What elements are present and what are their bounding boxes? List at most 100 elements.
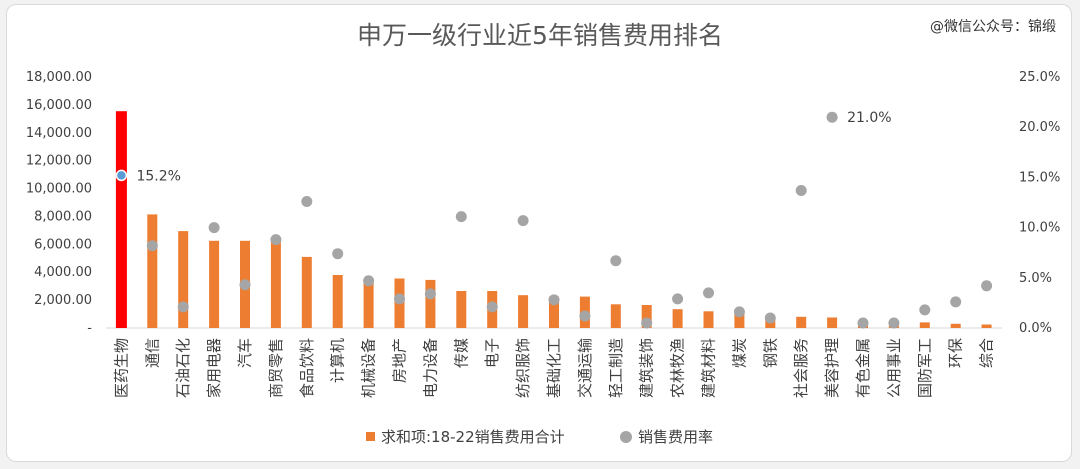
x-tick-label: 钢铁 [761,338,779,368]
y-left-tick-label: 18,000.00 [26,70,92,85]
point [486,301,498,313]
chart-title: 申万一级行业近5年销售费用排名 [357,21,723,50]
bar [919,322,930,328]
point [733,306,745,318]
point [270,234,282,246]
point [888,317,900,329]
bar [641,305,652,328]
bar [425,279,436,328]
point [177,301,189,313]
x-tick-label: 公用事业 [885,338,903,398]
y-right-tick-label: 25.0% [1019,70,1060,85]
x-tick-label: 传媒 [452,338,470,368]
y-right-tick-label: 20.0% [1019,120,1060,135]
x-tick-label: 医药生物 [112,338,130,398]
point [394,293,405,305]
x-tick-label: 房地产 [391,338,409,383]
y-left-tick-label: 6,000.00 [34,237,92,252]
y-axis-right: 0.0% 5.0% 10.0% 15.0% 20.0% 25.0% [1019,70,1060,336]
point [146,240,158,252]
bar [301,256,312,328]
x-tick-label: 基础化工 [545,338,563,398]
point [332,248,344,260]
bar [796,316,807,328]
point [764,312,776,324]
x-tick-label: 计算机 [329,338,347,383]
point [826,111,838,123]
x-tick-label: 电子 [483,338,501,368]
x-tick-label: 电力设备 [421,338,439,398]
x-tick-label: 汽车 [236,338,254,368]
point [517,215,529,227]
watermark: @微信公众号：锦缎 [930,18,1056,35]
point [672,293,684,305]
x-tick-label: 美容护理 [823,338,841,398]
bar [147,214,158,328]
y-left-tick-label: 16,000.00 [26,98,92,113]
point [115,169,128,182]
bar [827,317,838,328]
bar [518,295,529,328]
data-label: 15.2% [136,168,180,184]
point [919,304,931,316]
y-left-tick-label: 8,000.00 [34,209,92,224]
bar [672,309,683,328]
bar [209,240,220,328]
point-series [115,111,993,329]
point [950,296,962,308]
y-left-tick-label: 10,000.00 [26,182,92,197]
x-tick-label: 纺织服饰 [514,338,532,398]
legend-label-bar: 求和项:18-22销售费用合计 [381,428,565,446]
bar [734,313,745,328]
y-left-tick-label: - [87,321,92,336]
point [641,317,653,329]
y-axis-left: - 2,000.00 4,000.00 6,000.00 8,000.00 10,000.… [26,70,92,336]
bar [610,304,621,328]
y-left-tick-label: 2,000.00 [34,293,92,308]
bar [950,323,961,328]
x-tick-label: 机械设备 [360,338,378,398]
point [548,294,560,306]
y-left-tick-label: 4,000.00 [34,265,92,280]
bar [178,231,189,328]
y-right-tick-label: 0.0% [1019,321,1052,336]
x-tick-label: 社会服务 [792,338,810,398]
point [208,222,220,234]
point [981,280,993,292]
x-tick-label: 家用电器 [205,338,223,398]
point [795,185,807,196]
x-tick-label: 轻工制造 [607,338,625,398]
y-left-tick-label: 12,000.00 [26,154,92,169]
x-tick-label: 综合 [978,338,996,368]
x-tick-label: 建筑材料 [699,338,717,398]
bar [363,282,374,328]
y-right-tick-label: 5.0% [1019,271,1052,286]
bar [115,111,127,328]
point [579,310,591,322]
y-right-tick-label: 10.0% [1019,221,1060,236]
x-tick-label: 农林牧渔 [669,338,687,398]
data-label: 21.0% [847,110,891,126]
point [424,288,436,300]
x-tick-label: 通信 [143,338,161,368]
x-tick-label: 商贸零售 [267,338,285,398]
legend-label-point: 销售费用率 [638,428,713,446]
y-left-tick-label: 14,000.00 [26,126,92,141]
legend-swatch-bar [366,432,375,441]
x-tick-label: 有色金属 [854,338,872,398]
legend: 求和项:18-22销售费用合计 销售费用率 [366,428,713,446]
bar [703,311,714,328]
x-tick-label: 煤炭 [730,338,748,368]
point [857,317,869,329]
point [301,196,313,207]
bar [549,296,559,328]
bar [332,275,343,328]
data-labels: 15.2% 21.0% [136,110,891,184]
x-tick-label: 环保 [947,338,965,368]
y-right-tick-label: 15.0% [1019,170,1060,185]
x-tick-label: 食品饮料 [298,338,316,398]
point [610,255,622,267]
point [455,211,467,223]
x-tick-label: 建筑装饰 [638,338,656,398]
